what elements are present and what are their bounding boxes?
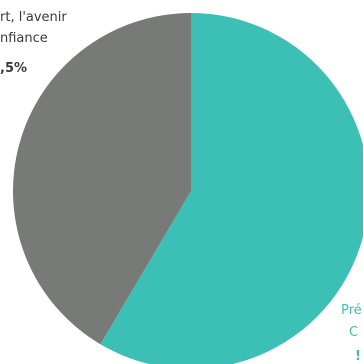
- slice-label-teal-line-2: C: [349, 325, 358, 340]
- slice-label-gray-line-1: rt, l'avenir: [0, 10, 67, 25]
- pie-slice-teal: [100, 13, 363, 364]
- slice-value-teal: !: [355, 349, 361, 364]
- pie-slices: [13, 13, 363, 364]
- slice-label-gray-line-2: nfiance: [0, 31, 48, 46]
- slice-value-gray: ,5%: [0, 61, 27, 76]
- slice-label-teal-line-1: Pré: [341, 303, 362, 318]
- pie-slice-gray: [13, 13, 192, 345]
